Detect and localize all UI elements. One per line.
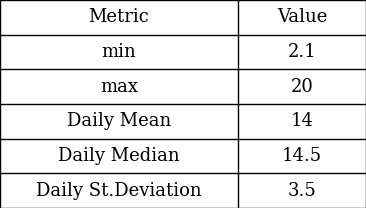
Text: 14: 14 <box>291 112 313 130</box>
Text: Daily Median: Daily Median <box>58 147 180 165</box>
Text: Metric: Metric <box>89 8 149 26</box>
Text: 2.1: 2.1 <box>288 43 316 61</box>
Text: 20: 20 <box>291 78 313 96</box>
Text: max: max <box>100 78 138 96</box>
Text: 3.5: 3.5 <box>288 182 316 200</box>
Text: min: min <box>102 43 136 61</box>
Text: 14.5: 14.5 <box>282 147 322 165</box>
Text: Daily St.Deviation: Daily St.Deviation <box>36 182 202 200</box>
Text: Daily Mean: Daily Mean <box>67 112 171 130</box>
Text: Value: Value <box>277 8 327 26</box>
